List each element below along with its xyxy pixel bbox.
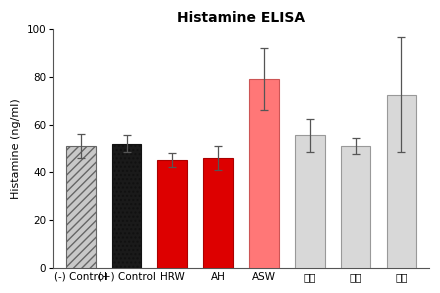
Bar	[66, 146, 95, 268]
Bar	[158, 160, 187, 268]
Y-axis label: Histamine (ng/ml): Histamine (ng/ml)	[11, 98, 21, 199]
Bar	[295, 135, 325, 268]
Bar	[203, 158, 233, 268]
Title: Histamine ELISA: Histamine ELISA	[177, 11, 305, 25]
Bar	[386, 95, 416, 268]
Bar	[112, 144, 141, 268]
Bar	[249, 79, 279, 268]
Bar	[341, 146, 370, 268]
